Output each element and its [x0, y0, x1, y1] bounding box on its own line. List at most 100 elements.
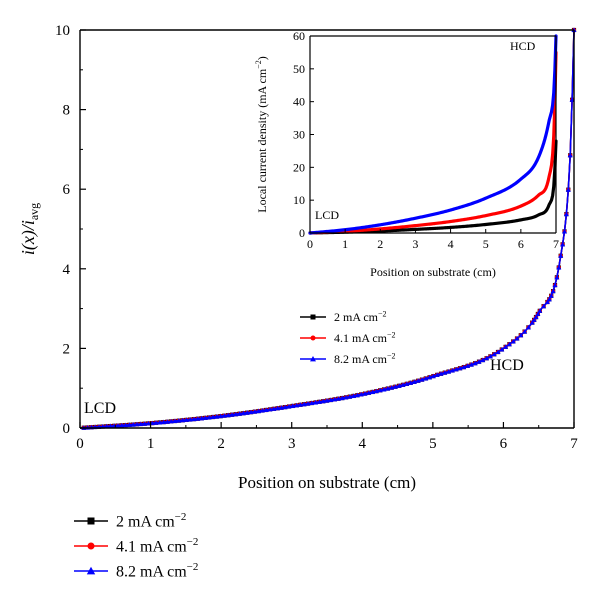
main-legend-label-0: 2 mA cm−2	[116, 511, 186, 530]
main-series-point-2	[347, 394, 353, 399]
main-y-tick-label: 4	[63, 262, 71, 278]
main-series-point-2	[396, 383, 402, 388]
main-legend-marker-1	[87, 542, 95, 550]
inset-legend-label-name-2: 8.2 mA cm	[334, 352, 388, 366]
inset-x-tick-label: 1	[342, 237, 348, 251]
inset-legend-item-1: 4.1 mA cm−2	[300, 330, 396, 345]
main-series-point-2	[510, 338, 516, 344]
main-series-point-2	[229, 412, 235, 417]
main-series-point-2	[187, 417, 193, 422]
inset-x-tick-label: 3	[412, 237, 418, 251]
main-series-point-2	[381, 386, 387, 392]
inset-y-tick-label: 0	[299, 226, 305, 240]
main-legend-label-name-2: 8.2 mA cm	[116, 564, 187, 581]
main-series-point-2	[119, 422, 125, 428]
main-series-point-2	[290, 403, 296, 408]
main-x-axis-label: Position on substrate (cm)	[238, 473, 416, 492]
main-series-point-2	[309, 400, 315, 406]
main-series-point-2	[115, 423, 121, 428]
main-series-point-2	[408, 380, 414, 385]
main-x-tick-label: 3	[288, 436, 296, 452]
inset-legend-marker-0	[310, 314, 316, 320]
inset-x-tick-label: 6	[518, 237, 524, 251]
main-series-point-2	[221, 413, 227, 418]
main-annotation-hcd: HCD	[490, 357, 524, 374]
inset-legend-marker-2	[310, 356, 316, 362]
main-series-2	[79, 27, 577, 430]
main-series-point-2	[499, 347, 505, 352]
inset-legend-item-2: 8.2 mA cm−2	[300, 351, 396, 366]
main-series-point-2	[286, 404, 292, 409]
main-series-point-2	[389, 385, 395, 390]
main-series-point-2	[560, 241, 566, 247]
main-series-point-2	[558, 253, 564, 258]
main-legend: 2 mA cm−2 4.1 mA cm−2 8.2 mA cm −2	[74, 511, 198, 581]
main-legend-label-sup-1: −2	[187, 536, 199, 548]
main-series-point-2	[423, 375, 429, 381]
main-series-point-2	[358, 391, 364, 397]
main-series-point-2	[191, 416, 197, 422]
main-series-point-2	[392, 384, 398, 389]
main-y-axis-label: i(x)/iavg	[18, 203, 41, 255]
main-series-point-2	[548, 293, 554, 298]
main-series-point-2	[328, 397, 334, 403]
main-series-point-2	[183, 417, 189, 422]
main-series-point-2	[320, 398, 326, 404]
main-series-point-2	[554, 274, 560, 280]
main-legend-marker-2	[86, 566, 96, 575]
main-series-point-2	[476, 359, 482, 364]
main-series-markers-2	[81, 27, 577, 430]
inset-legend: 2 mA cm−24.1 mA cm−28.2 mA cm−2	[300, 309, 396, 366]
inset-x-axis-label: Position on substrate (cm)	[370, 265, 496, 279]
inset-x-tick-label: 4	[448, 237, 454, 251]
main-series-point-2	[199, 415, 205, 421]
main-series-point-2	[434, 372, 440, 377]
main-legend-label-name-0: 2 mA cm	[116, 514, 175, 531]
inset-series-line-1	[308, 50, 558, 235]
inset-x-tick-label: 5	[483, 237, 489, 251]
main-series-point-2	[430, 373, 436, 379]
main-series-point-2	[537, 308, 543, 313]
main-series-point-2	[275, 405, 281, 411]
main-x-tick-label: 4	[359, 436, 367, 452]
main-y-axis-label-sub: avg	[27, 203, 41, 220]
main-series-point-2	[252, 409, 258, 414]
main-series-point-2	[400, 382, 406, 387]
main-annotation-lcd: LCD	[84, 400, 116, 417]
main-series-point-2	[465, 363, 471, 368]
main-series-point-2	[202, 415, 208, 420]
main-series-point-2	[411, 379, 417, 384]
main-series-point-2	[214, 414, 220, 419]
main-series-point-2	[503, 344, 509, 349]
main-series-point-2	[472, 360, 478, 366]
main-y-tick-label: 2	[63, 341, 71, 357]
main-series-point-2	[176, 418, 182, 423]
main-series-point-2	[259, 408, 265, 413]
inset-legend-label-1: 4.1 mA cm−2	[334, 330, 396, 345]
main-series-point-2	[438, 371, 444, 376]
main-series-point-2	[332, 396, 338, 402]
inset-legend-marker-1	[310, 335, 316, 341]
main-series-point-2	[449, 367, 455, 373]
main-y-tick-label: 8	[63, 103, 71, 119]
main-series-point-2	[552, 282, 558, 288]
main-legend-label-1: 4.1 mA cm−2	[116, 536, 198, 555]
main-series-point-2	[142, 421, 148, 426]
main-series-point-2	[480, 357, 486, 363]
inset-legend-label-2: 8.2 mA cm−2	[334, 351, 396, 366]
inset-y-tick-label: 50	[293, 62, 305, 76]
main-series-point-2	[168, 418, 174, 424]
main-series-point-2	[351, 393, 357, 398]
main-series-point-2	[157, 419, 163, 425]
main-series-point-2	[164, 419, 170, 424]
inset-legend-label-name-0: 2 mA cm	[334, 310, 379, 324]
main-x-tick-label: 0	[76, 436, 84, 452]
main-series-point-2	[457, 365, 463, 371]
main-series-point-2	[206, 414, 212, 420]
main-series-point-2	[563, 211, 569, 217]
main-series-point-2	[556, 264, 562, 270]
main-x-tick-label: 5	[429, 436, 437, 452]
inset-annotation-lcd: LCD	[315, 208, 339, 222]
